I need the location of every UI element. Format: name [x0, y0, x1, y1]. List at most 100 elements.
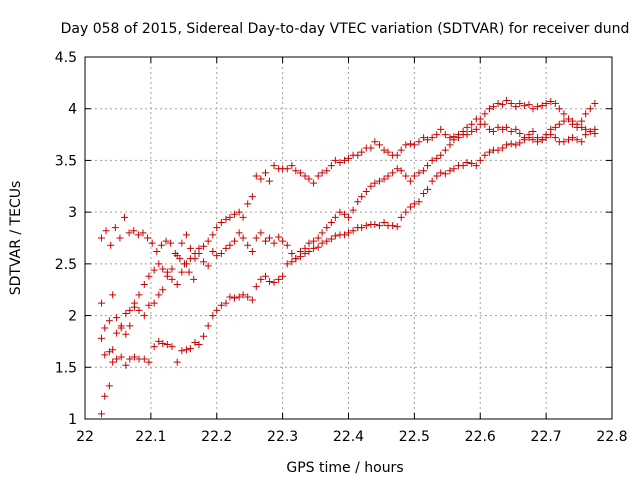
data-point-track-b	[358, 148, 366, 156]
data-point-track-a	[323, 237, 331, 245]
data-point-track-c	[117, 322, 125, 330]
data-point-track-b	[578, 117, 586, 125]
data-point-track-c	[389, 169, 397, 177]
data-point-track-b	[235, 208, 243, 216]
data-point-track-a	[113, 355, 121, 363]
data-point-track-a	[494, 146, 502, 154]
data-point-track-c	[525, 131, 533, 139]
axis-ticks: 22 22.1 22.2 22.3 22.4 22.5 22.6 22.7 22.811.522…	[55, 50, 628, 445]
data-point-track-b	[341, 156, 349, 164]
data-point-track-a	[231, 294, 239, 302]
data-point-track-c	[261, 237, 269, 245]
data-point-track-a	[573, 136, 581, 144]
data-point-track-a	[186, 345, 194, 353]
data-point-track-a	[155, 337, 163, 345]
data-point-track-a	[130, 353, 138, 361]
data-point-track-c	[292, 255, 300, 263]
data-point-track-d	[180, 260, 188, 268]
data-point-track-c	[520, 134, 528, 142]
data-point-track-b	[204, 237, 212, 245]
data-point-track-a	[314, 243, 322, 251]
data-point-track-b	[393, 151, 401, 159]
data-point-track-b	[529, 105, 537, 113]
data-point-track-c	[367, 182, 375, 190]
data-point-track-a	[485, 148, 493, 156]
data-point-track-a	[420, 190, 428, 198]
data-point-track-b	[159, 265, 167, 273]
data-point-track-b	[516, 100, 524, 108]
data-point-track-b	[375, 141, 383, 149]
data-point-track-b	[261, 169, 269, 177]
data-point-track-a	[341, 231, 349, 239]
y-tick-label: 2	[68, 309, 77, 325]
data-point-track-a	[529, 136, 537, 144]
data-point-track-b	[323, 167, 331, 175]
data-point-track-a	[565, 136, 573, 144]
data-point-track-a	[402, 208, 410, 216]
data-point-track-b	[397, 146, 405, 154]
data-point-track-c	[126, 322, 134, 330]
data-point-track-c	[384, 172, 392, 180]
data-point-track-c	[191, 255, 199, 263]
data-point-track-c	[279, 237, 287, 245]
data-point-track-d	[134, 231, 142, 239]
data-point-track-a	[503, 141, 511, 149]
data-point-track-c	[538, 136, 546, 144]
data-point-track-a	[578, 138, 586, 146]
data-point-track-a	[159, 339, 167, 347]
data-point-track-b	[292, 167, 300, 175]
data-point-track-c	[288, 250, 296, 258]
data-point-track-c	[113, 314, 121, 322]
data-point-track-a	[213, 306, 221, 314]
data-point-track-c	[301, 244, 309, 252]
data-point-track-a	[200, 332, 208, 340]
data-point-track-a	[244, 293, 252, 301]
data-point-track-d	[190, 275, 198, 283]
data-point-track-a	[209, 312, 217, 320]
data-point-track-b	[582, 110, 590, 118]
data-point-track-b	[538, 102, 546, 110]
data-point-track-b	[406, 140, 414, 148]
data-point-track-c	[345, 213, 352, 221]
data-point-track-c	[130, 303, 138, 311]
data-point-track-c	[463, 131, 471, 139]
data-point-track-a	[270, 278, 278, 286]
data-point-track-c	[341, 210, 349, 218]
data-point-track-a	[105, 382, 113, 390]
data-point-track-c	[512, 125, 520, 133]
data-point-track-d	[97, 234, 105, 242]
data-point-track-a	[318, 239, 326, 247]
data-point-track-a	[182, 346, 190, 354]
data-point-track-a	[362, 222, 370, 230]
data-point-track-b	[507, 100, 515, 108]
data-point-track-c	[503, 123, 511, 131]
data-point-track-c	[178, 239, 186, 247]
data-point-track-b	[441, 131, 449, 139]
data-point-track-a	[476, 156, 484, 164]
data-point-track-b	[336, 158, 344, 166]
x-tick-label: 22.2	[201, 429, 232, 445]
data-point-track-c	[410, 172, 418, 180]
data-point-track-c	[371, 179, 379, 187]
data-point-track-c	[217, 250, 225, 258]
data-point-track-b	[305, 175, 313, 183]
x-tick-label: 22.4	[333, 429, 364, 445]
data-point-track-c	[226, 241, 234, 249]
data-point-track-c	[235, 229, 243, 237]
data-point-track-b	[525, 101, 533, 109]
data-point-track-a	[499, 144, 507, 152]
data-point-track-a	[560, 138, 568, 146]
data-point-track-a	[239, 291, 247, 299]
data-point-track-b	[150, 266, 158, 274]
data-point-track-c	[428, 156, 436, 164]
data-point-track-a	[257, 275, 265, 283]
data-point-track-a	[327, 235, 335, 243]
data-points	[97, 96, 599, 418]
data-point-track-c	[231, 237, 239, 245]
data-point-track-a	[265, 277, 273, 285]
data-point-track-b	[101, 351, 109, 359]
data-point-track-c	[494, 123, 502, 131]
data-point-track-a	[349, 227, 357, 235]
data-point-track-c	[358, 193, 366, 201]
data-point-track-b	[155, 260, 163, 268]
